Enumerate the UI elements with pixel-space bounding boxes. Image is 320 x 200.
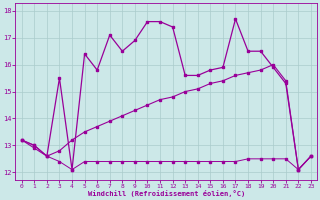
X-axis label: Windchill (Refroidissement éolien,°C): Windchill (Refroidissement éolien,°C) <box>88 190 245 197</box>
